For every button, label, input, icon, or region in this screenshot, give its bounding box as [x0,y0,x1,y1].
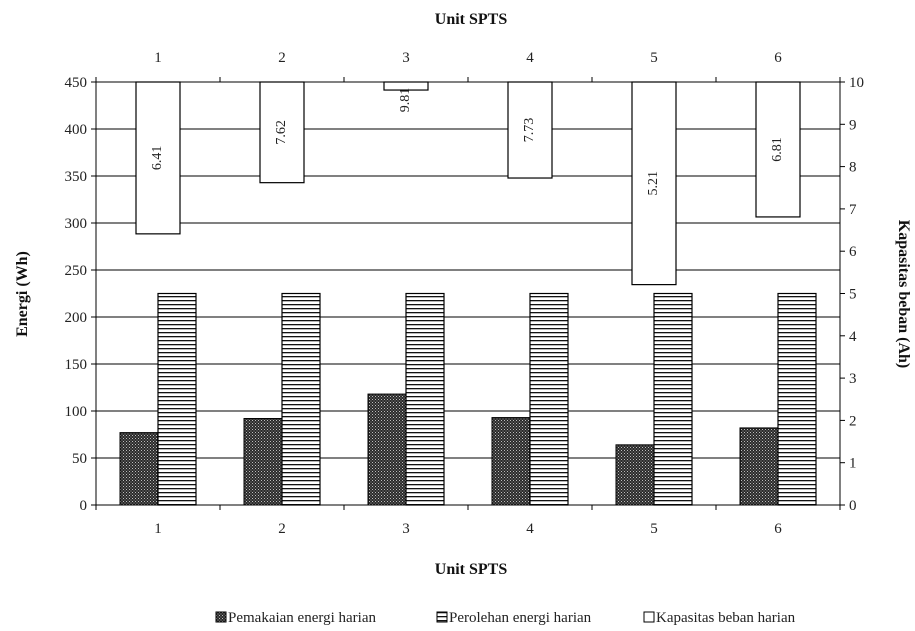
x-bottom-tick-label: 2 [278,521,286,537]
x-bottom-tick-label: 5 [650,521,658,537]
y-right-tick-label: 10 [849,75,864,91]
y-left-tick-label: 300 [65,216,88,232]
y-right-tick-label: 2 [849,413,857,429]
bars [119,81,817,506]
legend-label-3: Kapasitas beban harian [656,610,796,626]
y-right-tick-label: 6 [849,244,857,260]
y-right-tick-label: 4 [849,329,857,345]
data-labels: 6.41 7.62 9.81 7.73 5.21 6.81 [150,88,785,196]
legend-swatch-3 [643,611,655,623]
data-label-kapasitas-3: 9.81 [398,88,413,113]
y-right-tick-label: 3 [849,371,857,387]
y-left-tick-label: 450 [65,75,88,91]
axes [91,77,845,510]
tick-labels: 0 50 100 150 200 250 300 350 400 450 0 1 2 3 4 5 6 7 8 9 10 1… [65,50,865,537]
x-top-tick-label: 3 [402,50,410,66]
y-left-tick-label: 250 [65,263,88,279]
bar-perolehan-6 [777,292,817,506]
data-label-kapasitas-4: 7.73 [522,118,537,143]
bar-perolehan-1 [157,292,197,506]
x-top-tick-label: 1 [154,50,162,66]
y-left-tick-label: 350 [65,169,88,185]
y-left-tick-label: 100 [65,404,88,420]
y-axis-title-left: Energi (Wh) [14,251,31,337]
y-right-tick-label: 1 [849,456,857,472]
y-right-tick-label: 0 [849,498,857,514]
x-axis-title-bottom: Unit SPTS [435,561,508,578]
y-left-tick-label: 400 [65,122,88,138]
bar-pemakaian-3 [367,393,407,506]
y-left-tick-label: 0 [80,498,88,514]
legend-label-2: Perolehan energi harian [449,610,592,626]
y-left-tick-label: 200 [65,310,88,326]
x-axis-title-top: Unit SPTS [435,11,508,28]
data-label-kapasitas-5: 5.21 [646,171,661,196]
x-top-tick-label: 5 [650,50,658,66]
bar-kapasitas-4 [507,81,553,179]
legend-label-1: Pemakaian energi harian [228,610,376,626]
data-label-kapasitas-6: 6.81 [770,137,785,162]
bar-pemakaian-1 [119,432,159,506]
x-bottom-tick-label: 4 [526,521,534,537]
x-bottom-tick-label: 3 [402,521,410,537]
x-bottom-tick-label: 6 [774,521,782,537]
y-left-tick-label: 150 [65,357,88,373]
bar-kapasitas-2 [259,81,305,184]
x-top-tick-label: 6 [774,50,782,66]
y-right-tick-label: 8 [849,160,857,176]
y-left-tick-label: 50 [72,451,87,467]
y-right-tick-label: 9 [849,117,857,133]
gridlines [96,81,840,506]
bar-pemakaian-2 [243,418,283,506]
bar-pemakaian-5 [615,444,655,506]
legend-swatch-2 [436,611,448,623]
bar-kapasitas-6 [755,81,801,218]
bar-pemakaian-4 [491,417,531,506]
bar-perolehan-5 [653,292,693,506]
bar-pemakaian-6 [739,427,779,506]
bar-kapasitas-5 [631,81,677,286]
x-top-tick-label: 4 [526,50,534,66]
data-label-kapasitas-1: 6.41 [150,146,165,171]
legend: Pemakaian energi harian Perolehan energi … [215,610,796,626]
x-bottom-tick-label: 1 [154,521,162,537]
y-right-tick-label: 7 [849,202,857,218]
y-axis-title-right: Kapasitas beban (Ah) [895,220,912,368]
bar-perolehan-3 [405,292,445,506]
x-top-tick-label: 2 [278,50,286,66]
bar-perolehan-2 [281,292,321,506]
legend-swatch-1 [215,611,227,623]
bar-perolehan-4 [529,292,569,506]
y-right-tick-label: 5 [849,287,857,303]
data-label-kapasitas-2: 7.62 [274,120,289,145]
